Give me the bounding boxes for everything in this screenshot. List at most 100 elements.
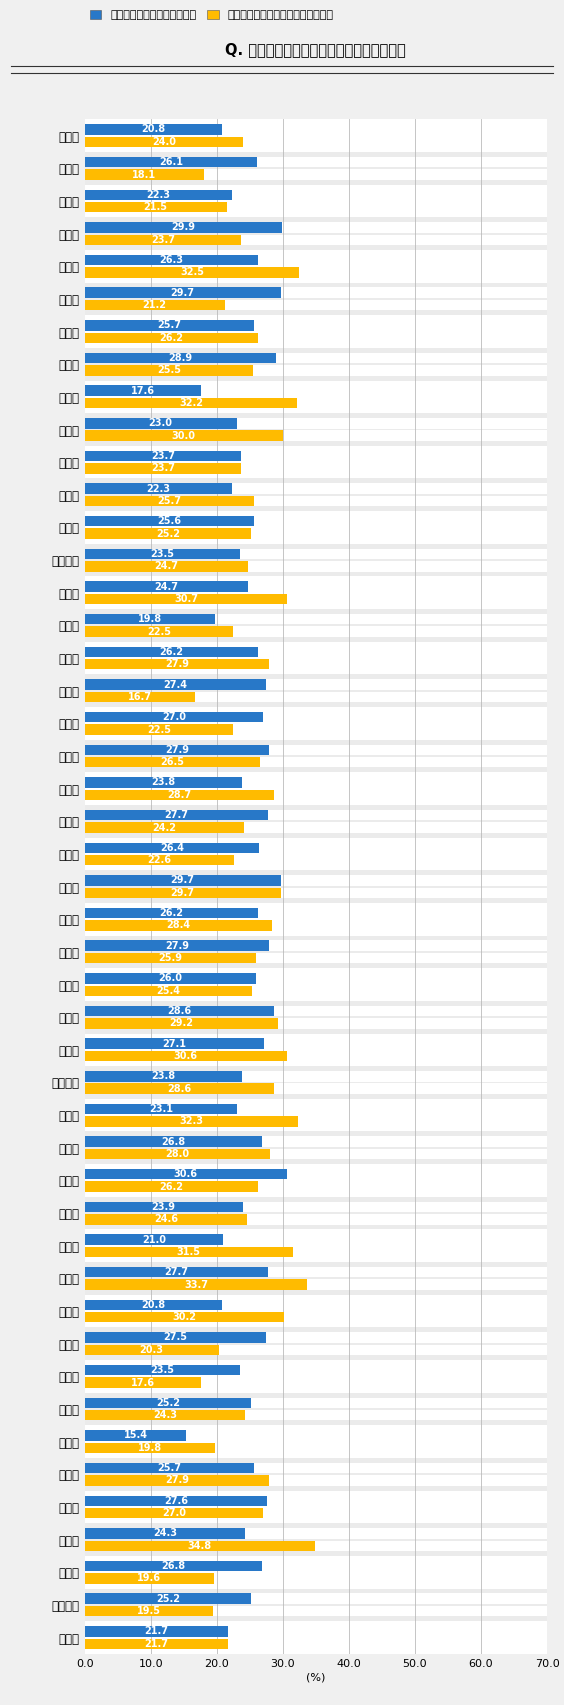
Text: 19.8: 19.8 [138, 1442, 162, 1453]
Bar [85, 777, 242, 788]
Bar [85, 1606, 213, 1616]
Text: 28.4: 28.4 [166, 921, 191, 931]
Bar [85, 430, 547, 442]
Text: 27.7: 27.7 [164, 1267, 188, 1277]
Bar [85, 1541, 547, 1552]
Bar [85, 614, 547, 624]
Bar [85, 936, 547, 968]
Text: 29.2: 29.2 [169, 1018, 193, 1028]
Bar [85, 1627, 228, 1637]
Text: 30.6: 30.6 [174, 1050, 198, 1061]
Text: 26.3: 26.3 [160, 256, 183, 264]
Bar [85, 679, 547, 691]
Text: 25.7: 25.7 [157, 1463, 182, 1473]
Bar [85, 1574, 214, 1584]
Bar [85, 675, 547, 708]
Bar [85, 626, 233, 638]
Bar [85, 1639, 228, 1649]
Text: 32.3: 32.3 [179, 1117, 203, 1127]
Bar [85, 1328, 547, 1361]
Bar [85, 646, 258, 656]
Text: 20.8: 20.8 [141, 1299, 165, 1309]
Bar [85, 1050, 287, 1061]
Text: 26.2: 26.2 [159, 332, 183, 343]
Text: 25.7: 25.7 [157, 321, 182, 331]
Text: 21.7: 21.7 [144, 1627, 168, 1637]
Bar [85, 1574, 547, 1584]
Text: 24.3: 24.3 [153, 1410, 177, 1420]
Bar [85, 789, 547, 800]
Bar [85, 854, 234, 866]
Text: 21.2: 21.2 [143, 300, 166, 310]
Bar [85, 842, 547, 852]
Bar [85, 1038, 263, 1049]
Bar [85, 1490, 547, 1523]
Bar [85, 1279, 307, 1289]
Bar [85, 1098, 547, 1132]
Bar [85, 1267, 267, 1277]
Bar [85, 549, 547, 559]
Bar [85, 777, 547, 788]
Bar [85, 1262, 547, 1294]
Bar [85, 1398, 251, 1408]
Bar [85, 1528, 245, 1538]
Bar [85, 1361, 547, 1393]
Bar [85, 789, 274, 800]
Bar [85, 1103, 547, 1113]
Bar [85, 418, 547, 428]
Bar [85, 300, 547, 310]
Bar [85, 953, 547, 963]
Text: 22.6: 22.6 [147, 856, 171, 864]
Text: 27.9: 27.9 [165, 941, 189, 951]
Bar [85, 854, 547, 866]
Bar [85, 136, 243, 147]
Text: 24.0: 24.0 [152, 136, 176, 147]
Text: 28.6: 28.6 [167, 1006, 191, 1016]
Text: 25.2: 25.2 [156, 1398, 180, 1408]
Bar [85, 740, 547, 772]
Text: 25.9: 25.9 [158, 953, 182, 963]
Bar [85, 222, 547, 232]
Text: 16.7: 16.7 [128, 692, 152, 702]
Text: 28.9: 28.9 [168, 353, 192, 363]
Bar [85, 1234, 547, 1245]
Bar [85, 1001, 547, 1033]
Bar [85, 593, 547, 604]
Text: 15.4: 15.4 [124, 1430, 147, 1441]
Bar [85, 254, 547, 266]
Bar [85, 254, 258, 266]
Bar [85, 1299, 222, 1309]
Bar [85, 1018, 277, 1028]
Bar [85, 1378, 547, 1388]
Bar [85, 268, 299, 278]
Bar [85, 1214, 547, 1224]
Bar [85, 1018, 547, 1028]
Bar [85, 1197, 547, 1229]
Text: 24.7: 24.7 [154, 581, 178, 592]
Legend: 定期的に受診する眼科がある, 異常を感じたら受診する眼科がある: 定期的に受診する眼科がある, 異常を感じたら受診する眼科がある [90, 10, 333, 20]
Bar [85, 1442, 547, 1453]
Text: 30.2: 30.2 [173, 1313, 196, 1323]
Bar [85, 124, 222, 135]
Text: 32.5: 32.5 [180, 268, 204, 278]
Bar [85, 1627, 547, 1637]
Bar [85, 1246, 293, 1257]
Bar [85, 757, 547, 767]
Bar [85, 985, 253, 996]
Bar [85, 189, 232, 199]
Bar [85, 201, 547, 213]
Bar [85, 1332, 266, 1344]
Bar [85, 1132, 547, 1165]
Bar [85, 332, 547, 343]
Text: 27.5: 27.5 [164, 1333, 187, 1342]
Bar [85, 1495, 267, 1506]
Bar [85, 941, 547, 951]
Bar [85, 1214, 247, 1224]
Text: 23.1: 23.1 [149, 1103, 173, 1113]
Bar [85, 1557, 547, 1589]
Bar [85, 870, 547, 904]
Bar [85, 1639, 547, 1649]
Text: 24.7: 24.7 [154, 561, 178, 571]
Bar [85, 679, 266, 691]
Bar [85, 725, 233, 735]
